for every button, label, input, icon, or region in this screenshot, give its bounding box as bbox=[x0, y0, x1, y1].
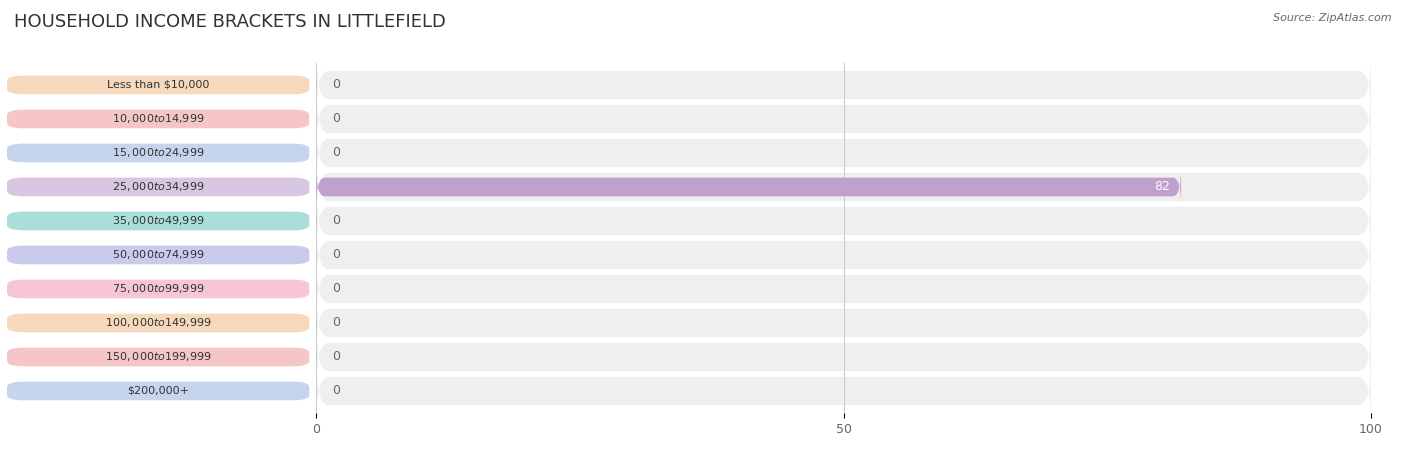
Text: HOUSEHOLD INCOME BRACKETS IN LITTLEFIELD: HOUSEHOLD INCOME BRACKETS IN LITTLEFIELD bbox=[14, 13, 446, 31]
Text: 0: 0 bbox=[332, 146, 340, 159]
Text: 0: 0 bbox=[332, 282, 340, 295]
Text: $35,000 to $49,999: $35,000 to $49,999 bbox=[112, 215, 204, 228]
Text: 0: 0 bbox=[332, 215, 340, 228]
FancyBboxPatch shape bbox=[316, 364, 1371, 418]
FancyBboxPatch shape bbox=[316, 126, 1371, 180]
FancyBboxPatch shape bbox=[316, 330, 1371, 383]
Text: $15,000 to $24,999: $15,000 to $24,999 bbox=[112, 146, 204, 159]
Text: $150,000 to $199,999: $150,000 to $199,999 bbox=[105, 351, 211, 364]
Text: 0: 0 bbox=[332, 248, 340, 261]
Text: 0: 0 bbox=[332, 317, 340, 330]
Text: $200,000+: $200,000+ bbox=[127, 386, 190, 396]
Text: $100,000 to $149,999: $100,000 to $149,999 bbox=[105, 317, 211, 330]
FancyBboxPatch shape bbox=[316, 228, 1371, 282]
FancyBboxPatch shape bbox=[316, 92, 1371, 145]
FancyBboxPatch shape bbox=[316, 296, 1371, 350]
Text: 0: 0 bbox=[332, 79, 340, 92]
FancyBboxPatch shape bbox=[316, 160, 1371, 214]
Text: $10,000 to $14,999: $10,000 to $14,999 bbox=[112, 112, 204, 125]
Text: 82: 82 bbox=[1154, 180, 1170, 194]
Text: Source: ZipAtlas.com: Source: ZipAtlas.com bbox=[1274, 13, 1392, 23]
FancyBboxPatch shape bbox=[316, 169, 1181, 205]
Text: 0: 0 bbox=[332, 351, 340, 364]
Text: Less than $10,000: Less than $10,000 bbox=[107, 80, 209, 90]
Text: $75,000 to $99,999: $75,000 to $99,999 bbox=[112, 282, 204, 295]
FancyBboxPatch shape bbox=[316, 58, 1371, 112]
Text: $25,000 to $34,999: $25,000 to $34,999 bbox=[112, 180, 204, 194]
FancyBboxPatch shape bbox=[316, 194, 1371, 248]
FancyBboxPatch shape bbox=[316, 262, 1371, 316]
Text: $50,000 to $74,999: $50,000 to $74,999 bbox=[112, 248, 204, 261]
Text: 0: 0 bbox=[332, 112, 340, 125]
Text: 0: 0 bbox=[332, 384, 340, 397]
